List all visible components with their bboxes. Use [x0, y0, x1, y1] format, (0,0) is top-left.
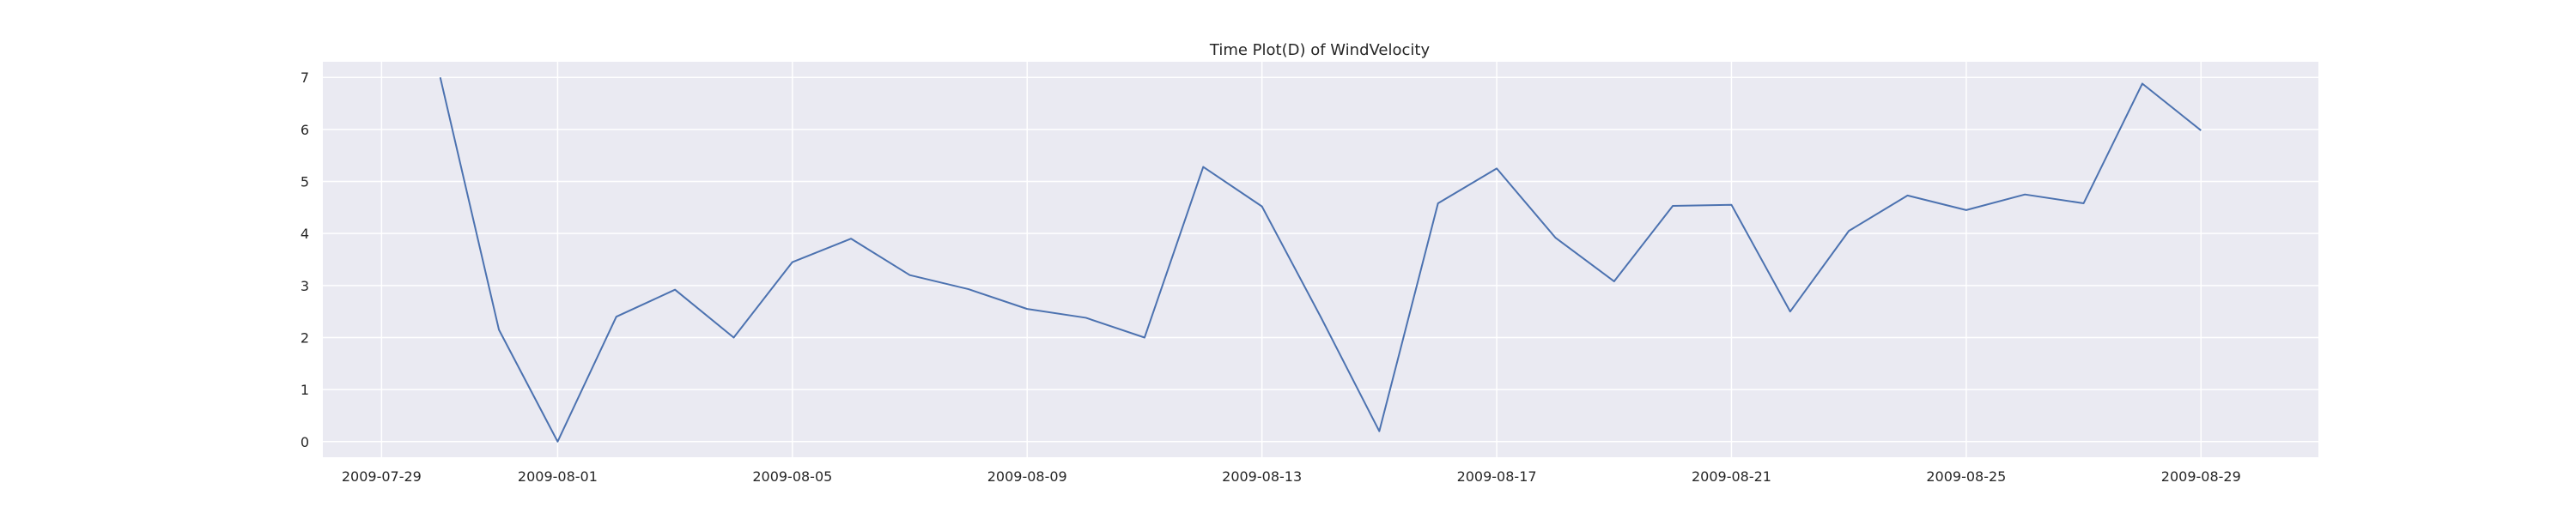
y-tick-label: 4 — [301, 226, 309, 242]
x-tick-label: 2009-08-05 — [752, 468, 832, 485]
y-tick-label: 2 — [301, 329, 309, 346]
y-tick-label: 0 — [301, 434, 309, 450]
y-tick-label: 7 — [301, 69, 309, 86]
chart-title: Time Plot(D) of WindVelocity — [1209, 41, 1431, 59]
wind-velocity-line — [439, 76, 2202, 443]
x-tick-label: 2009-08-29 — [2161, 468, 2241, 485]
plot-area: 0 1 2 3 4 5 6 7 2009-07-29 2009-08-01 2009-08-05 20… — [301, 62, 2318, 485]
x-tick-label: 2009-08-25 — [1926, 468, 2006, 485]
y-tick-label: 5 — [301, 174, 309, 190]
x-tick-label: 2009-08-13 — [1222, 468, 1302, 485]
y-tick-label: 3 — [301, 278, 309, 294]
y-tick-label: 6 — [301, 122, 309, 138]
y-tick-label: 1 — [301, 382, 309, 398]
x-tick-label: 2009-08-17 — [1457, 468, 1537, 485]
x-tick-label: 2009-08-21 — [1692, 468, 1771, 485]
x-tick-label: 2009-08-01 — [518, 468, 598, 485]
x-tick-label: 2009-08-09 — [987, 468, 1067, 485]
plot-background — [323, 62, 2318, 457]
x-tick-label: 2009-07-29 — [342, 468, 422, 485]
